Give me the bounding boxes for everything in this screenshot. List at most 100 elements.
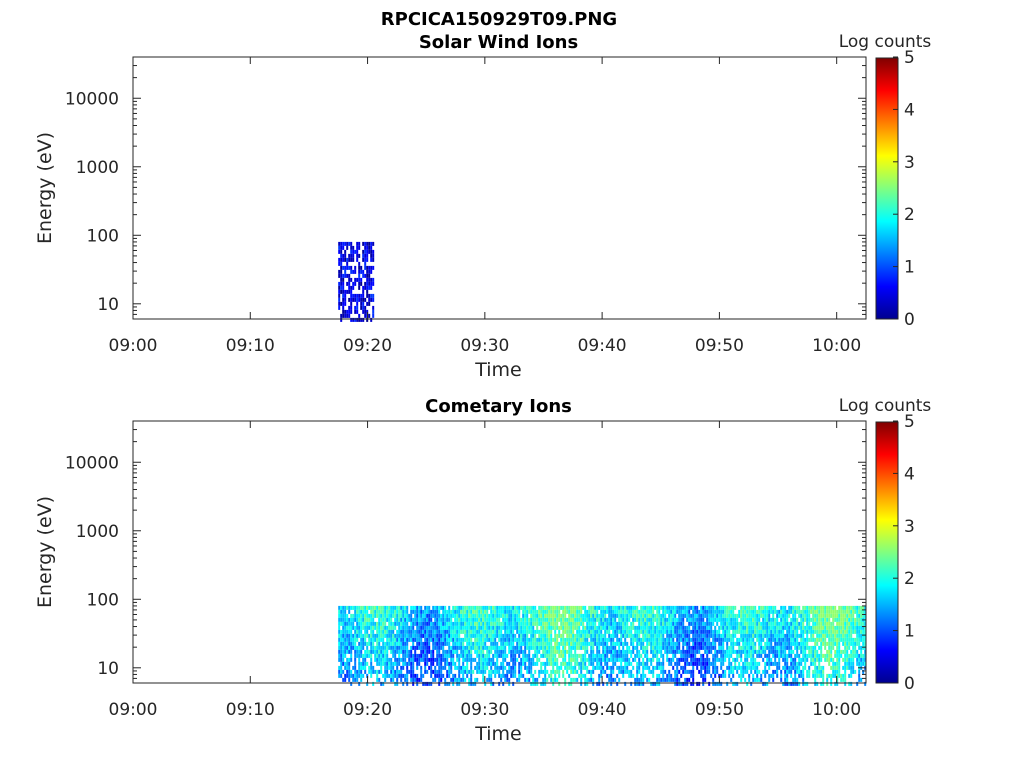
- heatmap-cell: [556, 657, 559, 662]
- heatmap-cell: [730, 605, 733, 610]
- heatmap-cell: [392, 653, 395, 658]
- heatmap-cell: [528, 665, 531, 670]
- heatmap-cell: [578, 625, 581, 630]
- heatmap-cell: [820, 637, 823, 642]
- heatmap-cell: [458, 609, 461, 614]
- heatmap-cell: [432, 649, 435, 654]
- heatmap-cell: [476, 665, 479, 670]
- heatmap-cell: [760, 637, 763, 642]
- heatmap-cell: [512, 633, 515, 638]
- heatmap-cell: [342, 273, 345, 278]
- heatmap-cell: [652, 617, 655, 622]
- heatmap-cell: [450, 669, 453, 674]
- heatmap-cell: [410, 673, 413, 678]
- heatmap-cell: [782, 657, 785, 662]
- heatmap-cell: [408, 617, 411, 622]
- heatmap-cell: [720, 609, 723, 614]
- heatmap-cell: [844, 665, 847, 670]
- heatmap-cell: [480, 641, 483, 646]
- heatmap-cell: [456, 613, 459, 618]
- heatmap-cell: [444, 613, 447, 618]
- heatmap-cell: [674, 613, 677, 618]
- heatmap-cell: [392, 641, 395, 646]
- heatmap-cell: [404, 609, 407, 614]
- heatmap-cell: [812, 625, 815, 630]
- heatmap-cell: [476, 621, 479, 626]
- heatmap-cell: [510, 617, 513, 622]
- heatmap-cell: [802, 645, 805, 650]
- heatmap-cell: [544, 637, 547, 642]
- heatmap-cell: [822, 681, 825, 686]
- y-tick-label: 1000: [76, 522, 119, 542]
- heatmap-cell: [808, 645, 811, 650]
- heatmap-cell: [446, 617, 449, 622]
- heatmap-cell: [774, 657, 777, 662]
- heatmap-cell: [338, 665, 341, 670]
- heatmap-cell: [616, 629, 619, 634]
- heatmap-cell: [778, 625, 781, 630]
- heatmap-cell: [454, 621, 457, 626]
- heatmap-cell: [750, 661, 753, 666]
- heatmap-cell: [438, 669, 441, 674]
- heatmap-cell: [434, 677, 437, 682]
- heatmap-cell: [470, 637, 473, 642]
- heatmap-cell: [614, 613, 617, 618]
- heatmap-cell: [442, 605, 445, 610]
- heatmap-cell: [634, 637, 637, 642]
- heatmap-cell: [838, 641, 841, 646]
- heatmap-cell: [434, 669, 437, 674]
- heatmap-cell: [440, 617, 443, 622]
- heatmap-cell: [810, 633, 813, 638]
- heatmap-cell: [436, 633, 439, 638]
- heatmap-cell: [836, 677, 839, 682]
- heatmap-cell: [486, 661, 489, 666]
- heatmap-cell: [366, 309, 369, 314]
- heatmap-cell: [368, 249, 371, 254]
- heatmap-cell: [818, 617, 821, 622]
- heatmap-cell: [372, 293, 375, 298]
- heatmap-cell: [442, 621, 445, 626]
- heatmap-cell: [446, 633, 449, 638]
- heatmap-cell: [458, 657, 461, 662]
- heatmap-cell: [530, 625, 533, 630]
- heatmap-cell: [848, 661, 851, 666]
- heatmap-cell: [678, 641, 681, 646]
- heatmap-cell: [398, 633, 401, 638]
- heatmap-cell: [356, 253, 359, 258]
- heatmap-cell: [816, 617, 819, 622]
- heatmap-cell: [514, 625, 517, 630]
- heatmap-cell: [520, 605, 523, 610]
- heatmap-cell: [346, 245, 349, 250]
- heatmap-cell: [408, 629, 411, 634]
- heatmap-cell: [430, 665, 433, 670]
- heatmap-cell: [352, 677, 355, 682]
- heatmap-cell: [354, 613, 357, 618]
- heatmap-cell: [508, 609, 511, 614]
- heatmap-cell: [418, 661, 421, 666]
- heatmap-cell: [686, 677, 689, 682]
- heatmap-cell: [700, 637, 703, 642]
- heatmap-cell: [358, 277, 361, 282]
- heatmap-cell: [830, 649, 833, 654]
- heatmap-cell: [688, 609, 691, 614]
- heatmap-cell: [564, 653, 567, 658]
- heatmap-cell: [476, 661, 479, 666]
- heatmap-cell: [366, 617, 369, 622]
- heatmap-cell: [726, 609, 729, 614]
- heatmap-cell: [598, 665, 601, 670]
- heatmap-cell: [410, 677, 413, 682]
- heatmap-cell: [346, 645, 349, 650]
- heatmap-cell: [462, 669, 465, 674]
- heatmap-cell: [502, 645, 505, 650]
- heatmap-cell: [442, 657, 445, 662]
- heatmap-cell: [490, 609, 493, 614]
- heatmap-cell: [580, 629, 583, 634]
- heatmap-cell: [846, 609, 849, 614]
- heatmap-cell: [386, 625, 389, 630]
- heatmap-cell: [502, 633, 505, 638]
- heatmap-cell: [382, 641, 385, 646]
- heatmap-cell: [386, 633, 389, 638]
- heatmap-cell: [708, 629, 711, 634]
- heatmap-cell: [776, 629, 779, 634]
- heatmap-cell: [502, 609, 505, 614]
